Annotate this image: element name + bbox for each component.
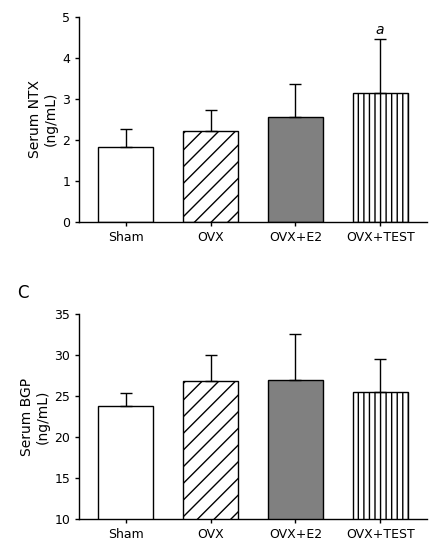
Bar <box>352 392 408 558</box>
Text: C: C <box>17 283 28 302</box>
Bar <box>98 147 154 222</box>
Bar <box>268 117 323 222</box>
Y-axis label: Serum NTX
(ng/mL): Serum NTX (ng/mL) <box>28 80 58 158</box>
Bar <box>352 93 408 222</box>
Bar <box>98 406 154 558</box>
Bar <box>268 379 323 558</box>
Bar <box>183 131 238 222</box>
Bar <box>183 381 238 558</box>
Text: A: A <box>17 0 28 4</box>
Y-axis label: Serum BGP
(ng/mL): Serum BGP (ng/mL) <box>20 377 50 455</box>
Text: a: a <box>376 23 385 37</box>
